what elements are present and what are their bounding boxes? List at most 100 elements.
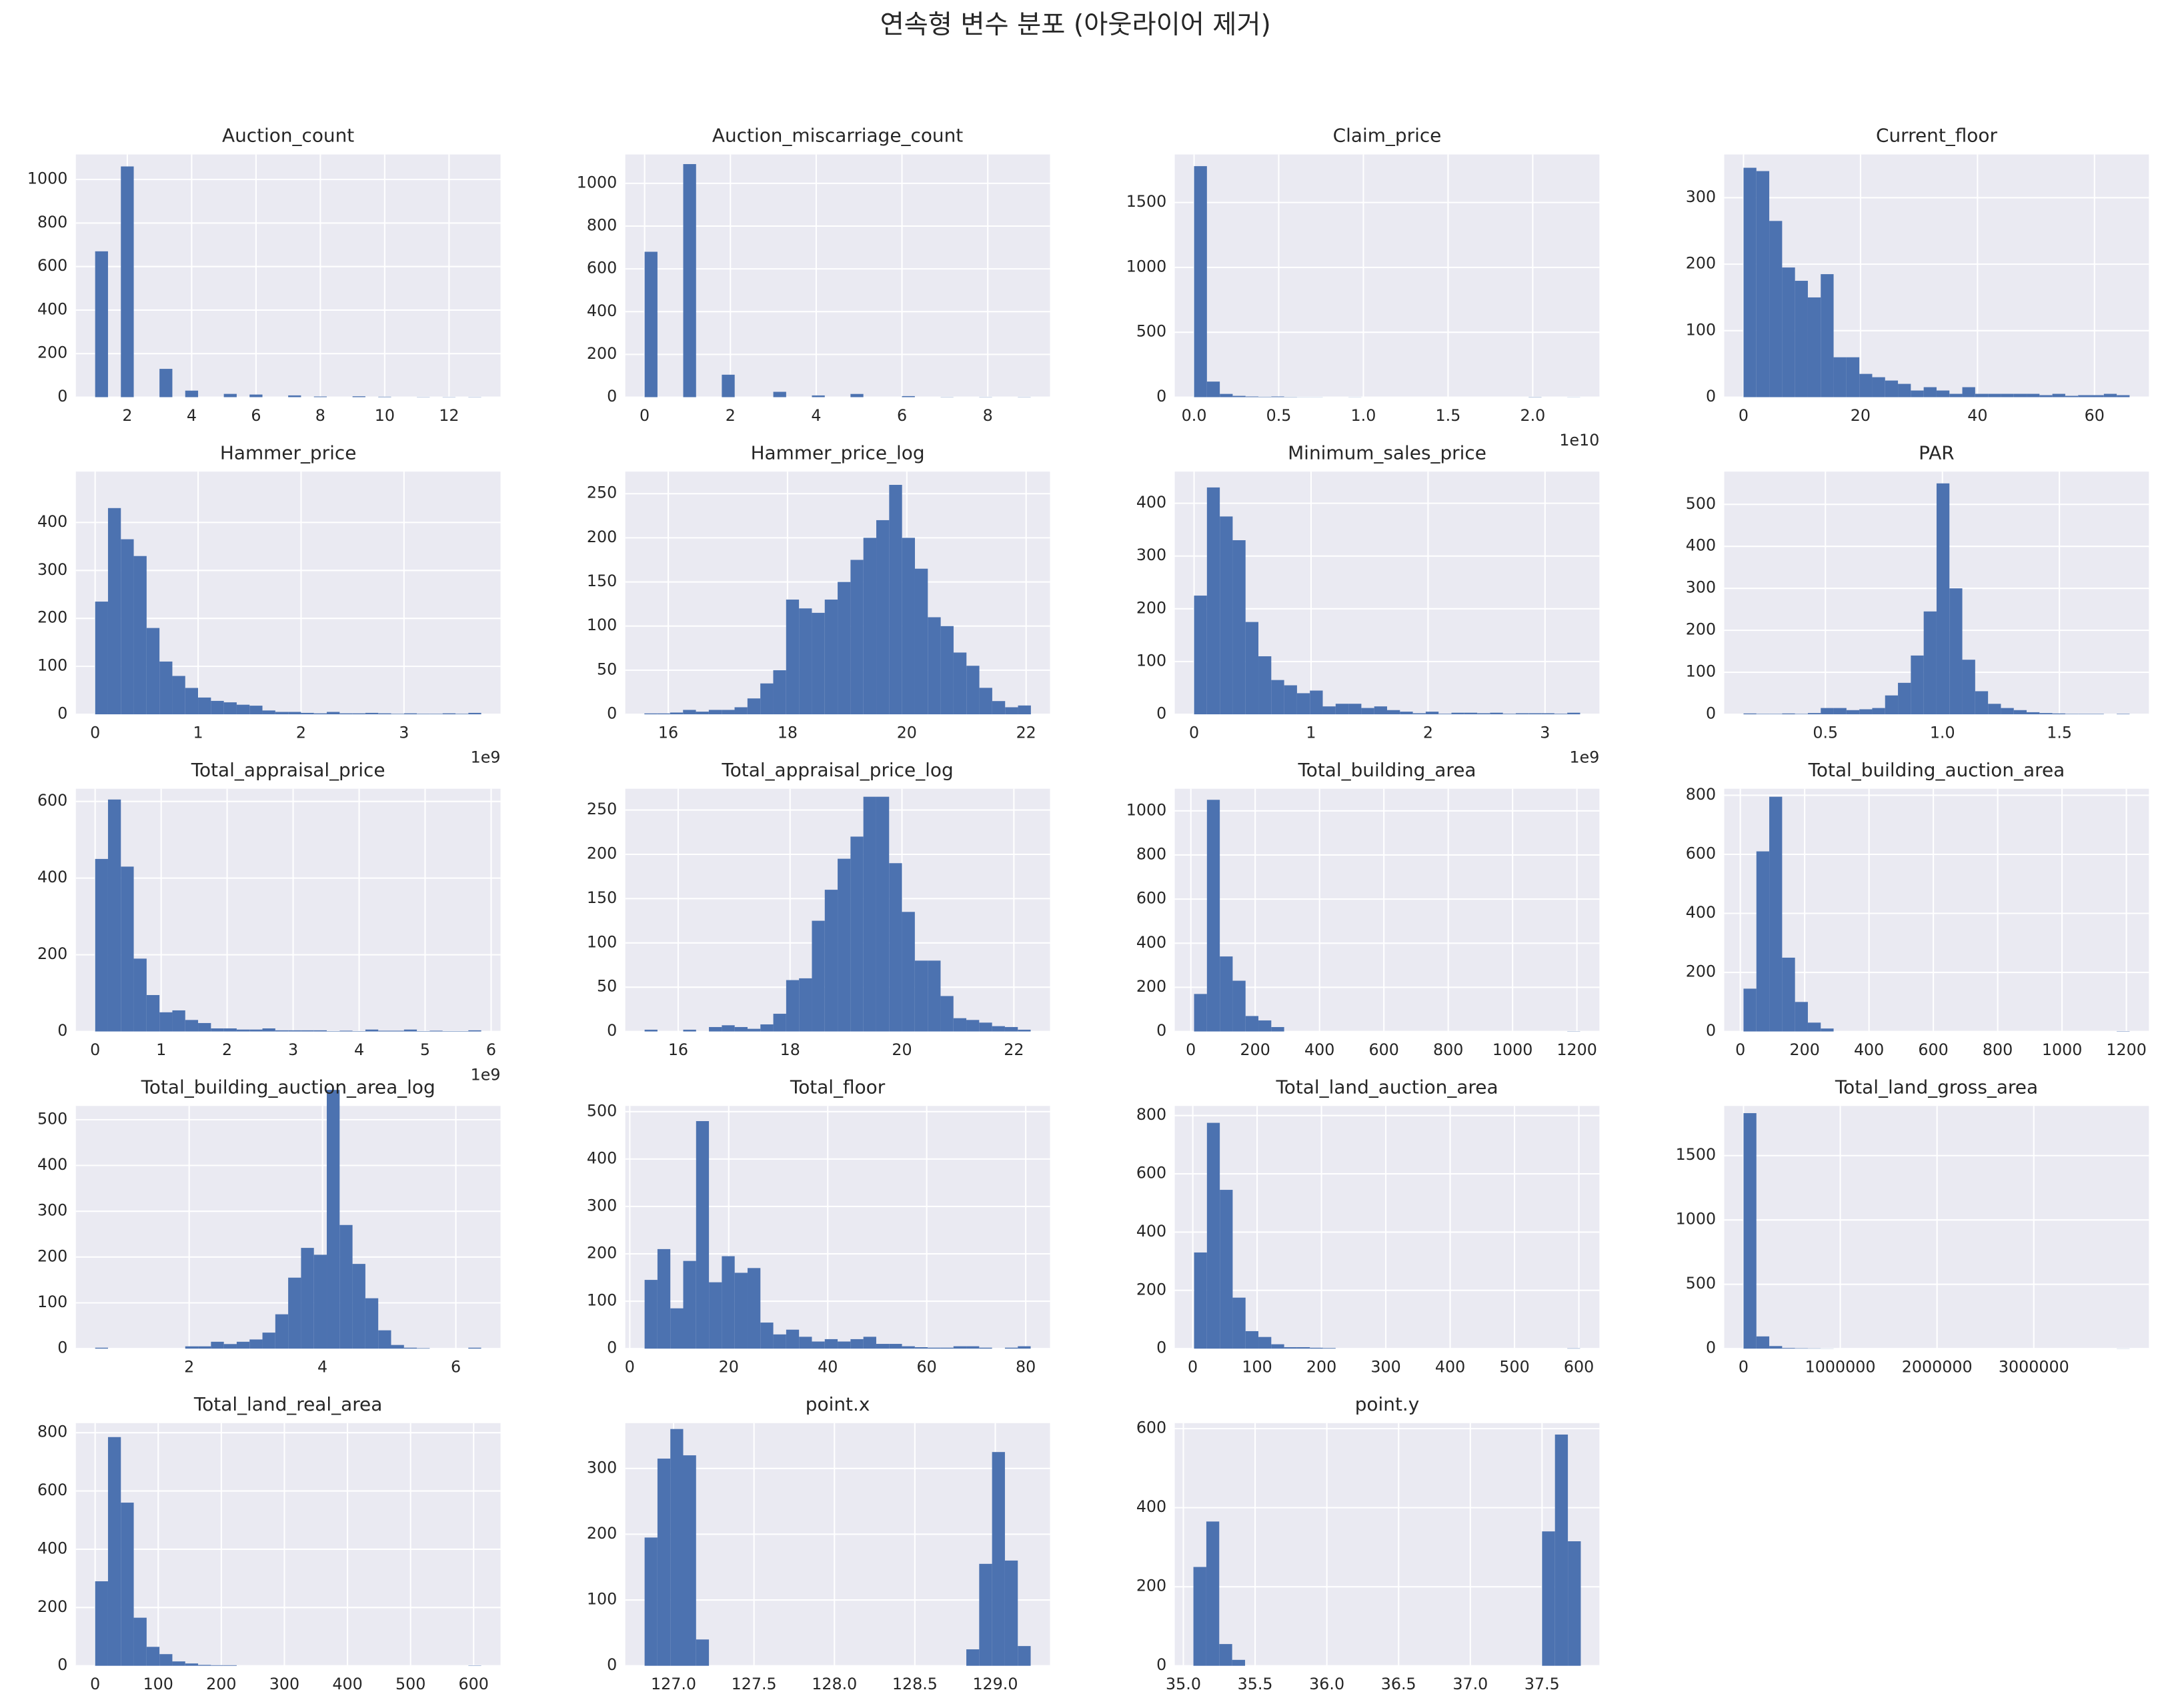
x-tick-label: 200 [1789, 1040, 1819, 1059]
x-tick-label: 100 [143, 1675, 173, 1693]
bar [824, 1339, 838, 1349]
bar [1795, 281, 1808, 397]
y-tick-label: 600 [1686, 844, 1716, 862]
bar [185, 688, 199, 715]
x-tick-label: 20 [1851, 406, 1871, 425]
bar [966, 1346, 980, 1349]
bar [365, 712, 379, 715]
bar [236, 1029, 250, 1032]
x-tick-label: 2 [296, 723, 306, 742]
x-tick-label: 35.5 [1238, 1675, 1273, 1693]
bar [288, 395, 301, 397]
bar [902, 538, 915, 715]
bar [709, 1282, 722, 1349]
x-tick-label: 20 [897, 723, 917, 742]
bar [1807, 713, 1821, 715]
bar [979, 1022, 992, 1032]
bar [1859, 709, 1873, 715]
offset-text: 1e9 [471, 1065, 501, 1084]
y-tick-label: 600 [37, 791, 67, 810]
bar [696, 712, 709, 715]
bar [696, 1120, 710, 1349]
panel-title: Total_land_gross_area [1835, 1076, 2038, 1098]
bar [1271, 1344, 1284, 1349]
y-tick-label: 0 [1156, 1655, 1166, 1674]
y-tick-label: 50 [597, 977, 617, 996]
bar [683, 1455, 696, 1666]
y-tick-label: 0 [607, 704, 617, 723]
bar [914, 960, 928, 1032]
bar [1412, 713, 1426, 715]
bar [1206, 1521, 1220, 1666]
x-tick-label: 6 [486, 1040, 496, 1059]
x-tick-label: 12 [439, 406, 459, 425]
bar [1807, 1022, 1821, 1032]
bar [760, 1323, 774, 1349]
bar [95, 1347, 109, 1349]
panel-title: PAR [1919, 442, 1955, 464]
bar [863, 1337, 876, 1349]
offset-text: 1e9 [471, 748, 501, 767]
bar [1018, 1029, 1031, 1032]
y-tick-label: 100 [37, 656, 67, 675]
bar [198, 1346, 211, 1349]
bar [644, 1537, 658, 1666]
bar [2001, 708, 2014, 715]
x-tick-label: 2 [184, 1358, 194, 1377]
x-tick-label: 500 [395, 1675, 425, 1693]
bar [133, 1617, 147, 1666]
x-tick-label: 1.5 [2047, 723, 2072, 742]
bar [1885, 695, 1899, 715]
y-tick-label: 600 [587, 259, 617, 277]
bar [1949, 588, 1963, 715]
bar [786, 600, 800, 715]
bar [1335, 704, 1349, 715]
bar [966, 666, 980, 715]
bar [1872, 708, 1885, 715]
bar [95, 858, 108, 1032]
bar [670, 1429, 684, 1666]
bar [1296, 1347, 1310, 1349]
y-tick-label: 500 [1686, 494, 1716, 513]
y-tick-label: 300 [1686, 578, 1716, 597]
y-tick-label: 500 [1136, 322, 1166, 341]
y-tick-label: 400 [1136, 1497, 1166, 1516]
bar [198, 697, 211, 715]
x-tick-label: 400 [1435, 1358, 1465, 1377]
y-tick-label: 500 [37, 1109, 67, 1128]
x-tick-label: 600 [1368, 1040, 1398, 1059]
bar [786, 1329, 800, 1349]
x-tick-label: 80 [1016, 1358, 1036, 1377]
bar [1194, 166, 1207, 397]
x-tick-label: 200 [206, 1675, 236, 1693]
bar [722, 374, 735, 397]
bar [185, 390, 199, 397]
x-tick-label: 127.0 [651, 1675, 696, 1693]
x-tick-label: 400 [332, 1675, 362, 1693]
bar [223, 1028, 237, 1032]
bar [824, 600, 838, 715]
bar [1782, 267, 1795, 397]
bar [657, 1459, 671, 1666]
bar [313, 1030, 327, 1032]
x-tick-label: 40 [1967, 406, 1987, 425]
bar [159, 1012, 173, 1032]
x-tick-label: 8 [983, 406, 993, 425]
bar [1245, 1016, 1259, 1032]
y-tick-label: 200 [37, 1597, 67, 1616]
y-tick-label: 400 [587, 1148, 617, 1167]
y-tick-label: 800 [587, 216, 617, 235]
x-tick-label: 1000 [2042, 1040, 2082, 1059]
bar [455, 1031, 469, 1032]
x-tick-label: 22 [1016, 723, 1036, 742]
bar [1284, 1347, 1297, 1349]
bar [1296, 693, 1310, 715]
bar [339, 1030, 353, 1032]
bar [121, 1503, 134, 1666]
bar [1220, 1190, 1233, 1349]
bar [378, 1030, 391, 1032]
x-tick-label: 0.5 [1813, 723, 1838, 742]
bar [863, 796, 876, 1032]
bar [249, 706, 263, 715]
bar [876, 520, 890, 715]
